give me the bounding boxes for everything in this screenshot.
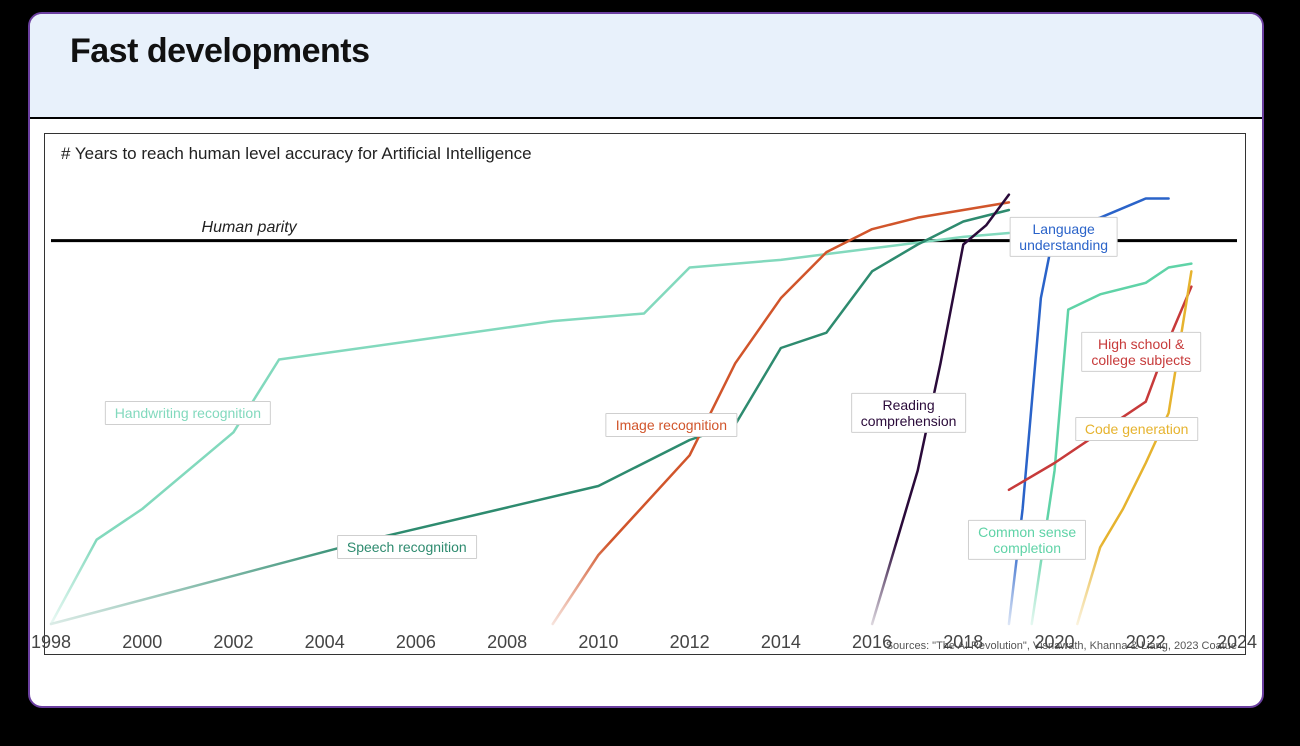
human-parity-label: Human parity (202, 219, 297, 237)
chart-frame: # Years to reach human level accuracy fo… (44, 133, 1246, 655)
series-label: Readingcomprehension (851, 393, 967, 433)
series-label: Code generation (1075, 416, 1199, 440)
slide-body: # Years to reach human level accuracy fo… (30, 119, 1262, 661)
series-label: Common sensecompletion (968, 520, 1086, 560)
x-tick-label: 2002 (213, 632, 253, 653)
series-label: Languageunderstanding (1009, 217, 1118, 257)
series-label: High school &college subjects (1081, 332, 1201, 372)
series-label: Handwriting recognition (105, 401, 271, 425)
x-tick-label: 1998 (31, 632, 71, 653)
slide-header: Fast developments (30, 14, 1262, 119)
x-tick-label: 2000 (122, 632, 162, 653)
x-tick-label: 2018 (943, 632, 983, 653)
x-tick-label: 2020 (1035, 632, 1075, 653)
slide-card: Fast developments # Years to reach human… (28, 12, 1264, 708)
x-tick-label: 2010 (578, 632, 618, 653)
series-label: Image recognition (606, 413, 737, 437)
x-tick-label: 2016 (852, 632, 892, 653)
x-tick-label: 2006 (396, 632, 436, 653)
slide-title: Fast developments (70, 32, 1222, 71)
x-tick-label: 2004 (305, 632, 345, 653)
series-label: Speech recognition (337, 535, 477, 559)
x-tick-label: 2008 (487, 632, 527, 653)
line-chart-svg (45, 134, 1245, 654)
x-tick-label: 2024 (1217, 632, 1257, 653)
x-tick-label: 2014 (761, 632, 801, 653)
x-tick-label: 2012 (670, 632, 710, 653)
x-tick-label: 2022 (1126, 632, 1166, 653)
